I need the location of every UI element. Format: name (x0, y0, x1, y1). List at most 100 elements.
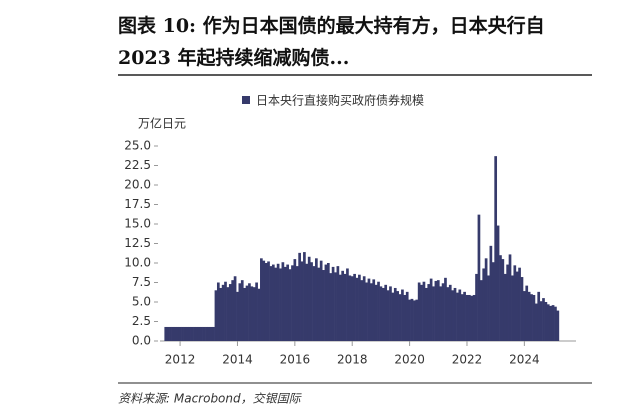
bar (291, 265, 294, 341)
bar (350, 276, 354, 341)
bar (233, 276, 237, 341)
bar (276, 263, 280, 341)
bar (200, 326, 203, 341)
bar (389, 286, 392, 341)
bar (518, 267, 521, 341)
y-tick-label: 20.0 (124, 178, 151, 192)
bar (307, 256, 311, 341)
bar (422, 281, 426, 341)
y-tick-label: 2.5 (132, 314, 151, 328)
bar (370, 283, 373, 341)
bar (515, 271, 519, 341)
bar (530, 294, 533, 341)
bar (315, 258, 318, 341)
bar (181, 326, 184, 341)
bar (448, 284, 452, 341)
bar (436, 280, 440, 341)
y-tick-label: 12.5 (124, 236, 151, 250)
bar (176, 326, 180, 341)
bar (334, 272, 337, 341)
bar (482, 268, 486, 341)
bar (532, 294, 536, 341)
bar (166, 326, 170, 341)
bar (207, 326, 211, 341)
bar (329, 273, 333, 341)
bar (444, 277, 447, 341)
bar (190, 326, 194, 341)
bar (205, 326, 208, 341)
bar (539, 301, 543, 341)
bar (267, 261, 270, 341)
bar (197, 326, 201, 341)
bar (410, 298, 414, 341)
bar (479, 280, 483, 341)
bar (221, 284, 225, 341)
bar (358, 274, 361, 341)
bar (346, 268, 349, 341)
bar (262, 260, 266, 341)
bar (365, 282, 368, 341)
bar (195, 326, 199, 341)
bar (243, 287, 246, 341)
bar (295, 266, 299, 341)
y-tick-label: 7.5 (132, 275, 151, 289)
bar (164, 326, 168, 341)
bar (463, 291, 466, 341)
bar (188, 326, 191, 341)
y-tick-label: 10.0 (124, 256, 151, 270)
bar (465, 294, 469, 341)
x-tick-label: 2024 (509, 353, 540, 367)
bar (372, 279, 376, 341)
bar (472, 294, 476, 341)
bar (396, 291, 399, 341)
source: 资料来源: Macrobond，交银国际 (118, 392, 303, 406)
bar (451, 290, 454, 341)
bar (274, 267, 278, 341)
x-tick-label: 2016 (280, 353, 311, 367)
legend-swatch (242, 96, 250, 104)
bar (439, 286, 443, 341)
bar (434, 280, 438, 341)
bar (216, 282, 220, 341)
bar (413, 300, 416, 341)
x-tick-label: 2020 (394, 353, 425, 367)
bar (468, 294, 471, 341)
bar (322, 270, 325, 341)
bar (286, 264, 290, 341)
bar (475, 273, 478, 341)
y-tick-label: 15.0 (124, 217, 151, 231)
bar (264, 263, 268, 341)
bar (386, 290, 390, 341)
bar (281, 262, 285, 341)
bar (236, 291, 239, 341)
bar (556, 310, 560, 341)
bar (544, 302, 548, 341)
bar (348, 275, 352, 341)
bar (183, 326, 187, 341)
bar (427, 284, 431, 341)
bar (298, 252, 301, 341)
bar (429, 278, 433, 341)
bar (171, 326, 175, 341)
bar (362, 276, 366, 341)
bar (173, 326, 177, 341)
bar (343, 273, 347, 341)
bar (554, 306, 557, 341)
bar (499, 255, 502, 341)
bar (178, 326, 182, 341)
x-tick-label: 2014 (222, 353, 253, 367)
bar (255, 282, 258, 341)
bar (245, 285, 249, 341)
bar (501, 259, 505, 341)
bar (494, 156, 498, 341)
bar (453, 287, 457, 341)
bar (398, 294, 402, 341)
bar (240, 280, 244, 341)
bar (525, 285, 529, 341)
bar (379, 286, 383, 341)
bar (446, 287, 450, 341)
bar (441, 283, 445, 341)
bar (470, 295, 474, 341)
bar (248, 283, 251, 341)
